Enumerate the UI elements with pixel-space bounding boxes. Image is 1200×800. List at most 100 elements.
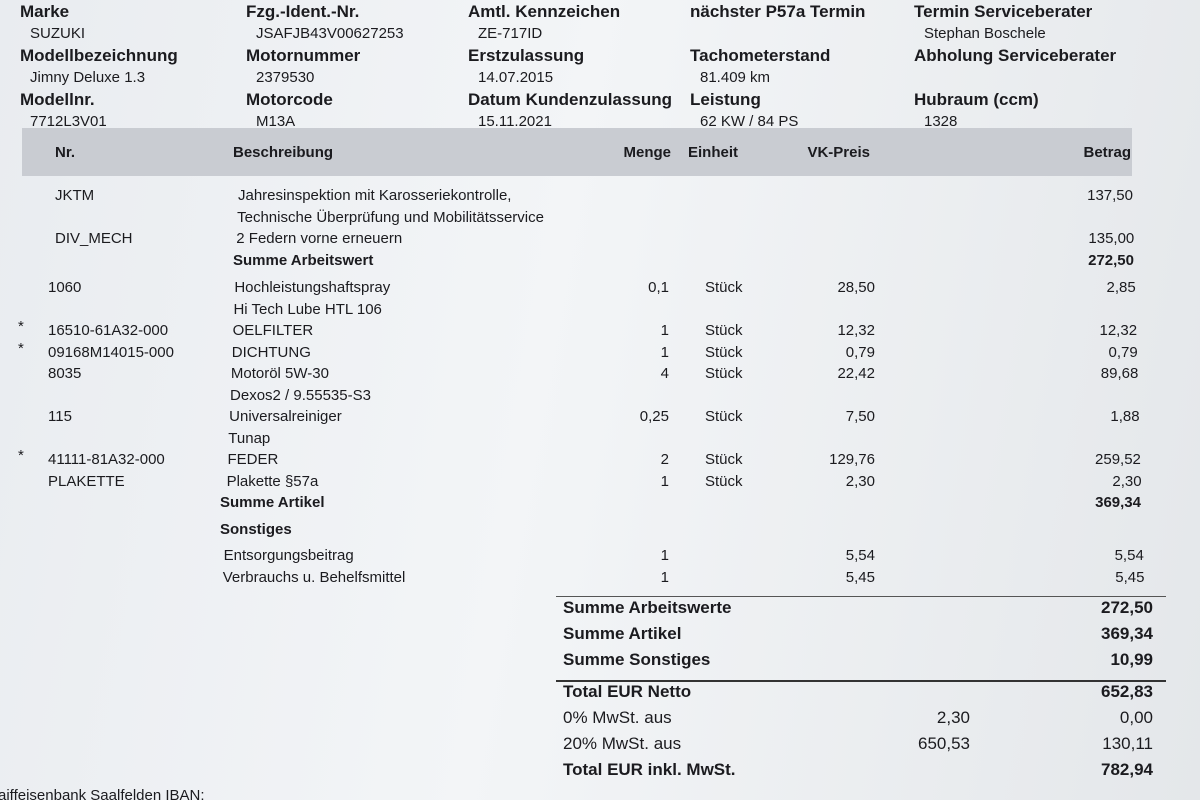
- field-value: M13A: [256, 113, 296, 130]
- item-quantity: 2: [660, 451, 669, 468]
- field-value: ZE-717ID: [478, 25, 543, 42]
- item-description: Hochleistungshaftspray: [234, 279, 391, 296]
- item-quantity: 1: [660, 568, 669, 586]
- item-description: Technische Überprüfung und Mobilitätsser…: [237, 208, 544, 226]
- total-amount: 130,11: [1102, 734, 1153, 753]
- item-mark: *: [18, 318, 24, 335]
- item-amount: 5,45: [1115, 568, 1145, 586]
- total-amount: 369,34: [1101, 624, 1153, 643]
- item-description: OELFILTER: [232, 322, 314, 339]
- item-price: 7,50: [845, 408, 875, 425]
- item-number: PLAKETTE: [48, 472, 125, 490]
- subtotal-label: Summe Arbeitswert: [233, 251, 374, 269]
- item-unit: Stück: [705, 365, 743, 382]
- item-description: Tunap: [228, 429, 271, 447]
- field-value: Jimny Deluxe 1.3: [30, 69, 146, 86]
- field-label: nächster P57a Termin: [690, 2, 866, 21]
- subtotal-amount: 369,34: [1095, 494, 1141, 511]
- item-amount: 2,85: [1106, 279, 1136, 296]
- item-unit: Stück: [705, 279, 743, 296]
- separator: [556, 596, 1166, 597]
- field-label: Tachometerstand: [690, 46, 831, 65]
- field-label: Fzg.-Ident.-Nr.: [246, 2, 360, 21]
- field-label: Amtl. Kennzeichen: [468, 2, 621, 21]
- item-number: 8035: [48, 365, 82, 382]
- item-unit: Stück: [705, 343, 743, 361]
- field-value: JSAFJB43V00627253: [256, 25, 404, 42]
- item-quantity: 1: [660, 343, 669, 361]
- item-number: 09168M14015-000: [48, 343, 174, 361]
- item-quantity: 1: [660, 322, 669, 339]
- item-price: 0,79: [845, 343, 875, 361]
- separator: [556, 680, 1166, 682]
- field-label: Abholung Serviceberater: [914, 46, 1117, 65]
- total-label: 20% MwSt. aus: [563, 734, 682, 753]
- subtotal-amount: 272,50: [1088, 251, 1134, 269]
- total-base: 650,53: [918, 734, 970, 753]
- item-amount: 137,50: [1087, 187, 1133, 204]
- item-description: FEDER: [227, 451, 279, 468]
- item-price: 12,32: [837, 322, 875, 339]
- table-header-band: [22, 128, 1132, 176]
- item-description: Dexos2 / 9.55535-S3: [230, 386, 371, 404]
- item-number: 16510-61A32-000: [48, 322, 169, 339]
- item-quantity: 0,25: [639, 408, 669, 425]
- item-description: Hi Tech Lube HTL 106: [233, 300, 382, 318]
- item-number: 41111-81A32-000: [48, 451, 165, 468]
- item-quantity: 0,1: [648, 279, 669, 296]
- item-price: 5,45: [845, 568, 875, 586]
- item-amount: 0,79: [1108, 343, 1138, 361]
- item-description: Jahresinspektion mit Karosseriekontrolle…: [238, 187, 512, 204]
- total-label: Summe Artikel: [563, 624, 682, 643]
- total-label: Total EUR inkl. MwSt.: [563, 760, 736, 779]
- total-amount: 10,99: [1110, 650, 1153, 669]
- field-value: 7712L3V01: [30, 113, 107, 130]
- field-value: 15.11.2021: [478, 113, 552, 130]
- field-label: Hubraum (ccm): [914, 90, 1039, 109]
- column-header: Menge: [623, 144, 671, 161]
- subtotal-label: Summe Artikel: [220, 494, 325, 511]
- item-amount: 2,30: [1112, 472, 1142, 490]
- item-mark: *: [18, 339, 24, 357]
- field-label: Termin Serviceberater: [914, 2, 1093, 21]
- item-amount: 1,88: [1110, 408, 1140, 425]
- field-label: Modellnr.: [20, 90, 95, 109]
- column-header: Einheit: [688, 144, 739, 161]
- item-amount: 89,68: [1100, 365, 1139, 382]
- total-amount: 272,50: [1101, 598, 1153, 617]
- item-description: Entsorgungsbeitrag: [223, 547, 354, 564]
- column-header: Nr.: [55, 144, 76, 161]
- total-label: Summe Arbeitswerte: [563, 598, 732, 617]
- item-unit: Stück: [705, 322, 743, 339]
- total-amount: 0,00: [1119, 708, 1153, 727]
- item-number: 115: [48, 408, 72, 425]
- field-label: Leistung: [690, 90, 761, 109]
- item-number: DIV_MECH: [55, 230, 133, 247]
- field-value: 2379530: [256, 69, 315, 86]
- field-label: Datum Kundenzulassung: [468, 90, 673, 109]
- total-base: 2,30: [936, 708, 970, 727]
- field-value: 81.409 km: [700, 69, 771, 86]
- item-price: 129,76: [829, 451, 875, 468]
- total-label: Summe Sonstiges: [563, 650, 711, 669]
- section-heading: Sonstiges: [220, 521, 292, 538]
- column-header: Beschreibung: [233, 144, 334, 161]
- field-value: 1328: [924, 113, 958, 130]
- field-label: Marke: [20, 2, 70, 21]
- field-label: Motorcode: [246, 90, 333, 109]
- item-price: 2,30: [845, 472, 875, 490]
- item-quantity: 4: [660, 365, 669, 382]
- field-label: Erstzulassung: [468, 46, 585, 65]
- item-amount: 259,52: [1095, 451, 1141, 468]
- item-price: 5,54: [845, 547, 875, 564]
- item-description: DICHTUNG: [231, 343, 311, 361]
- item-quantity: 1: [660, 547, 669, 564]
- item-price: 28,50: [837, 279, 875, 296]
- field-value: SUZUKI: [30, 25, 86, 42]
- field-label: Modellbezeichnung: [20, 46, 178, 65]
- column-header: VK-Preis: [807, 144, 870, 161]
- item-description: Plakette §57a: [226, 472, 319, 490]
- item-description: Universalreiniger: [229, 408, 342, 425]
- total-label: 0% MwSt. aus: [563, 708, 672, 727]
